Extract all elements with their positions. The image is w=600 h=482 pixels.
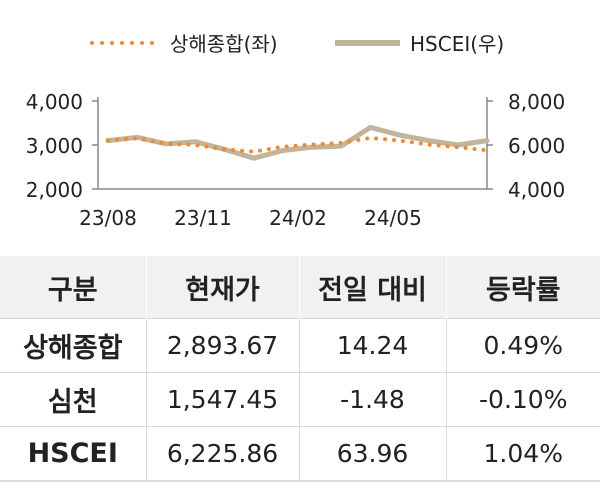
x-tick-label: 23/11 [174, 206, 232, 230]
legend-label-shanghai: 상해종합(좌) [170, 32, 278, 56]
row-price: 1,547.45 [146, 373, 299, 427]
header-price: 현재가 [146, 256, 299, 319]
row-rate: 0.49% [446, 319, 600, 373]
row-name: HSCEI [0, 427, 146, 482]
row-name: 심천 [0, 373, 146, 427]
x-tick-label: 23/08 [79, 206, 137, 230]
right-tick-label: 4,000 [508, 178, 565, 202]
legend-label-hscei: HSCEI(우) [410, 32, 504, 56]
chart: 상해종합(좌) HSCEI(우) 4,000 3,000 2,000 8,000… [0, 0, 600, 255]
row-name: 상해종합 [0, 319, 146, 373]
left-tick-label: 3,000 [26, 134, 83, 158]
right-tick-label: 8,000 [508, 90, 565, 114]
row-rate: -0.10% [446, 373, 600, 427]
table-row: HSCEI 6,225.86 63.96 1.04% [0, 427, 600, 482]
table-header-row: 구분 현재가 전일 대비 등락률 [0, 256, 600, 319]
left-tick-label: 4,000 [26, 90, 83, 114]
tick-labels: 4,000 3,000 2,000 8,000 6,000 4,000 23/0… [26, 90, 566, 230]
row-price: 2,893.67 [146, 319, 299, 373]
row-change: 63.96 [299, 427, 446, 482]
header-rate: 등락률 [446, 256, 600, 319]
row-price: 6,225.86 [146, 427, 299, 482]
row-change: -1.48 [299, 373, 446, 427]
x-tick-label: 24/02 [269, 206, 327, 230]
series-layer [108, 127, 487, 158]
row-rate: 1.04% [446, 427, 600, 482]
table-row: 심천 1,547.45 -1.48 -0.10% [0, 373, 600, 427]
header-change: 전일 대비 [299, 256, 446, 319]
x-tick-label: 24/05 [364, 206, 422, 230]
left-tick-label: 2,000 [26, 178, 83, 202]
index-table: 구분 현재가 전일 대비 등락률 상해종합 2,893.67 14.24 0.4… [0, 256, 600, 482]
table-row: 상해종합 2,893.67 14.24 0.49% [0, 319, 600, 373]
right-tick-label: 6,000 [508, 134, 565, 158]
row-change: 14.24 [299, 319, 446, 373]
header-category: 구분 [0, 256, 146, 319]
legend: 상해종합(좌) HSCEI(우) [92, 32, 504, 56]
